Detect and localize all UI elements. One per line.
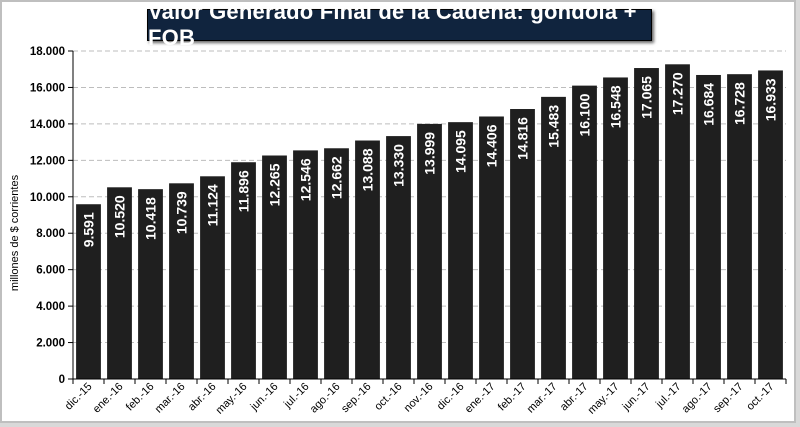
x-tick-label: oct.-16 xyxy=(372,381,404,413)
bar xyxy=(448,122,473,379)
bar-value-label: 12.265 xyxy=(267,163,283,206)
x-tick-label: nov.-16 xyxy=(402,381,436,415)
bar xyxy=(417,123,442,380)
bar xyxy=(386,136,411,379)
bar xyxy=(634,68,659,379)
bar-value-label: 14.406 xyxy=(484,124,500,167)
bar-value-label: 16.728 xyxy=(732,82,748,125)
y-tick-label: 4.000 xyxy=(36,301,65,313)
bar xyxy=(231,162,256,379)
bar-value-label: 14.816 xyxy=(515,117,531,160)
bar-value-label: 17.065 xyxy=(639,76,655,119)
bar xyxy=(479,116,504,380)
y-tick-label: 0 xyxy=(59,374,65,386)
bar xyxy=(758,70,783,379)
bars: 9.591 10.520 10.418 10.739 11.124 11.896 12.26… xyxy=(76,64,783,380)
y-tick-label: 12.000 xyxy=(30,155,65,167)
bar xyxy=(293,150,318,379)
bar-value-label: 10.739 xyxy=(174,191,190,234)
y-tick-label: 2.000 xyxy=(36,338,65,350)
bar-value-label: 16.933 xyxy=(763,78,779,121)
y-tick-label: 16.000 xyxy=(30,82,65,94)
y-tick-label: 8.000 xyxy=(36,228,65,240)
bar xyxy=(76,204,101,379)
y-tick-label: 6.000 xyxy=(36,265,65,277)
bar-value-label: 12.546 xyxy=(298,158,314,201)
bar xyxy=(603,77,628,379)
bar-value-label: 14.095 xyxy=(453,130,469,173)
bar-value-label: 16.548 xyxy=(608,85,624,128)
bar-value-label: 11.896 xyxy=(236,170,252,212)
x-tick-label: mar.-17 xyxy=(525,381,560,416)
bar xyxy=(665,64,690,380)
bar xyxy=(107,187,132,379)
x-tick-label: sep.-17 xyxy=(711,381,745,415)
bar xyxy=(169,183,194,379)
y-tick-label: 10.000 xyxy=(30,192,65,204)
x-tick-label: may.-16 xyxy=(214,381,250,417)
x-tick-label: ago.-16 xyxy=(308,381,343,416)
x-tick-label: sep.-16 xyxy=(339,381,373,415)
x-tick-label: jun.-17 xyxy=(620,381,653,414)
bar-value-label: 13.088 xyxy=(360,148,376,191)
x-tick-label: oct.-17 xyxy=(744,381,776,413)
x-tick-label: feb.-17 xyxy=(496,381,529,414)
x-tick-label: mar.-16 xyxy=(153,381,188,416)
bar-value-label: 12.662 xyxy=(329,156,345,199)
bar xyxy=(324,148,349,379)
bar xyxy=(262,155,287,379)
x-tick-label: dic.-16 xyxy=(435,381,467,413)
x-tick-label: feb.-16 xyxy=(124,381,157,414)
bar-value-label: 13.330 xyxy=(391,144,407,187)
bar-value-label: 16.100 xyxy=(577,93,593,136)
x-tick-label: may.-17 xyxy=(586,381,622,417)
bar xyxy=(572,85,597,379)
bar-value-label: 10.520 xyxy=(112,195,128,238)
x-tick-label: dic.-15 xyxy=(63,381,95,413)
bar-value-label: 15.483 xyxy=(546,105,562,148)
bar xyxy=(727,74,752,380)
bar xyxy=(541,96,566,380)
bar-value-label: 17.270 xyxy=(670,72,686,115)
x-tick-label: ene.-17 xyxy=(463,381,498,416)
y-tick-label: 14.000 xyxy=(30,119,65,131)
bar xyxy=(696,74,721,380)
bar-value-label: 10.418 xyxy=(143,197,159,240)
y-tick-label: 18.000 xyxy=(30,46,65,58)
bar xyxy=(138,189,163,379)
bar-value-label: 13.999 xyxy=(422,132,438,175)
bar-value-label: 11.124 xyxy=(205,184,221,226)
y-axis-label: millones de $ corrientes xyxy=(9,174,21,291)
bar-value-label: 9.591 xyxy=(81,212,97,247)
bar xyxy=(510,109,535,379)
x-tick-label: jun.-16 xyxy=(248,381,281,414)
bar xyxy=(200,176,225,379)
bar-value-label: 16.684 xyxy=(701,83,717,126)
x-tick-label: ene.-16 xyxy=(91,381,126,416)
x-tick-label: ago.-17 xyxy=(680,381,715,416)
bar xyxy=(355,140,380,379)
